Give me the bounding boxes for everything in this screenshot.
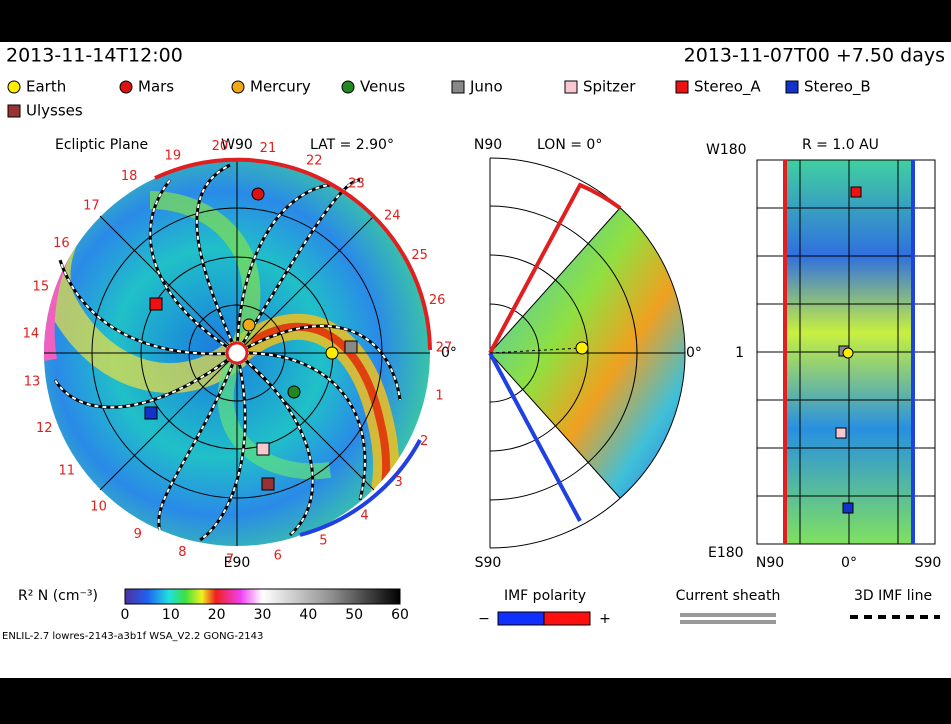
sheath-key — [680, 620, 776, 624]
colorbar-tick: 20 — [208, 607, 226, 623]
legend-marker — [451, 80, 465, 94]
sector-label: 4 — [360, 509, 368, 524]
legend-marker — [675, 80, 689, 94]
sector-label: 12 — [36, 421, 53, 436]
sector-label: 17 — [83, 198, 100, 213]
legend-label: Spitzer — [583, 78, 636, 96]
sector-label: 9 — [134, 527, 142, 542]
sector-label: 14 — [23, 326, 40, 341]
colorbar-label: R² N (cm⁻³) — [18, 588, 98, 604]
lat-label: LAT = 2.90° — [310, 137, 394, 153]
sector-label: 18 — [121, 169, 138, 184]
footer: ENLIL-2.7 lowres-2143-a3b1f WSA_V2.2 GON… — [2, 631, 263, 642]
minus: − — [478, 611, 490, 627]
earth-marker — [575, 341, 589, 355]
bottom-label: S90 — [475, 555, 502, 571]
plus: + — [599, 611, 611, 627]
legend-marker — [341, 80, 355, 94]
legend-marker — [564, 80, 578, 94]
imf-line: 3D IMF line — [854, 588, 932, 604]
legend-label: Stereo_A — [694, 78, 761, 97]
colorbar-ticks: 0 10 20 30 40 50 60 — [121, 607, 409, 623]
legend-label: Mars — [138, 78, 174, 96]
sector-label: 15 — [33, 279, 50, 294]
sector-label: 27 — [436, 340, 453, 355]
sector-label: 16 — [53, 236, 70, 251]
radius-label: R = 1.0 AU — [802, 137, 879, 153]
current-sheath: Current sheath — [676, 588, 781, 604]
sector-label: 7 — [226, 552, 234, 567]
sector-label: 19 — [165, 149, 182, 164]
legend: Earth Mars Mercury Venus Juno Spitzer Stereo_A… — [7, 78, 871, 120]
sector-label: 23 — [348, 176, 365, 191]
colorbar — [124, 588, 401, 605]
right-label: 0° — [441, 345, 457, 361]
sector-label: 6 — [274, 548, 282, 563]
negative-polarity — [299, 439, 422, 537]
sector-label: 21 — [260, 141, 277, 156]
positive-polarity — [154, 157, 432, 351]
bottom-label: S90 — [915, 555, 942, 571]
sector-label: 25 — [411, 248, 428, 263]
meridional-grid — [489, 157, 686, 549]
sphere-panel: W180 R = 1.0 AU 1 E180 N90 0° S90 — [706, 137, 941, 571]
top-label: W90 — [221, 137, 253, 153]
legend-label: Stereo_B — [804, 78, 871, 97]
legend-marker — [7, 80, 21, 94]
sheath-key — [680, 613, 776, 617]
colorbar-tick: 60 — [391, 607, 409, 623]
negative-key — [497, 611, 545, 626]
run-time: 2013-11-07T00 +7.50 days — [684, 45, 945, 67]
middle-label: 1 — [735, 345, 744, 361]
legend-label: Juno — [469, 78, 503, 96]
colorbar-tick: 40 — [299, 607, 317, 623]
legend-label: Mercury — [250, 78, 311, 96]
sector-label: 2 — [420, 434, 428, 449]
bottom-left-label: E180 — [708, 545, 744, 561]
lon-label: LON = 0° — [537, 137, 602, 153]
bodies — [144, 187, 358, 491]
sector-label: 10 — [90, 499, 107, 514]
positive-key — [543, 611, 591, 626]
sector-label: 13 — [24, 374, 41, 389]
bottom-label: 0° — [841, 555, 857, 571]
sun — [225, 341, 249, 365]
bottom-label: N90 — [756, 555, 784, 571]
sector-label: 20 — [212, 139, 229, 154]
legend-label: Earth — [26, 78, 66, 96]
legend-marker — [119, 80, 133, 94]
sector-label: 24 — [384, 209, 401, 224]
bottom-label: E90 — [224, 555, 251, 571]
right-label: 0° — [686, 345, 702, 361]
legend-label: Ulysses — [26, 102, 83, 120]
legend-label: Venus — [360, 78, 405, 96]
legend-marker — [7, 104, 21, 118]
sector-label: 8 — [178, 545, 186, 560]
legend-marker — [785, 80, 799, 94]
colorbar-tick: 0 — [121, 607, 130, 623]
legend-marker — [231, 80, 245, 94]
sector-label: 22 — [306, 153, 323, 168]
sector-label: 5 — [319, 534, 327, 549]
sector-label: 26 — [429, 293, 446, 308]
panel-title: Ecliptic Plane — [55, 137, 148, 153]
colorbar-tick: 30 — [254, 607, 272, 623]
meridional-panel: N90 LON = 0° 0° S90 — [474, 137, 702, 571]
colorbar-tick: 50 — [345, 607, 363, 623]
imf-polarity: IMF polarity — [504, 588, 586, 604]
model-time: 2013-11-14T12:00 — [6, 45, 183, 67]
sector-label: 11 — [59, 463, 76, 478]
sphere-bodies — [835, 186, 862, 514]
top-label: N90 — [474, 137, 502, 153]
sector-label: 3 — [394, 475, 402, 490]
sector-label: 1 — [435, 389, 443, 404]
colorbar-tick: 10 — [162, 607, 180, 623]
top-left-label: W180 — [706, 142, 747, 158]
